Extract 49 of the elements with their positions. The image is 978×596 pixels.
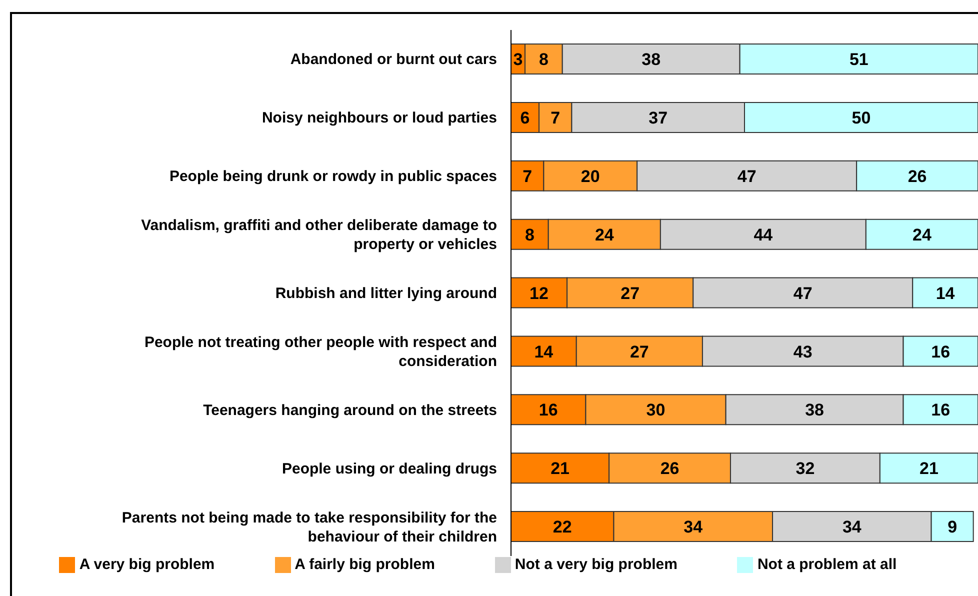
data-label: 50 [852, 108, 871, 128]
data-label: 21 [550, 459, 570, 478]
y-tick-label: People being drunk or rowdy in public spaces [169, 168, 497, 185]
data-label: 20 [580, 166, 600, 186]
data-label: 26 [660, 459, 680, 478]
legend-label: Not a problem at all [757, 556, 897, 573]
data-label: 6 [520, 108, 530, 128]
data-label: 24 [912, 225, 932, 244]
y-tick-label: Teenagers hanging around on the streets [203, 401, 497, 418]
data-label: 26 [908, 166, 927, 186]
y-tick-label: Abandoned or burnt out cars [290, 50, 497, 68]
data-label: 37 [648, 108, 668, 128]
data-label: 14 [936, 284, 956, 303]
y-tick-label: People not treating other people with respect and consideration [144, 333, 497, 370]
data-label: 9 [948, 518, 958, 537]
data-label: 38 [642, 50, 661, 70]
data-label: 7 [522, 166, 532, 186]
y-tick-label: Rubbish and litter lying around [275, 284, 497, 302]
y-tick-label: People using or dealing drugs [282, 460, 497, 477]
data-label: 34 [684, 518, 704, 537]
data-label: 12 [530, 284, 548, 303]
data-label: 16 [538, 400, 558, 420]
data-label: 24 [594, 225, 614, 244]
data-label: 47 [793, 284, 812, 303]
data-label: 22 [552, 518, 572, 537]
data-label: 7 [550, 108, 560, 128]
data-label: 51 [849, 50, 868, 70]
data-label: 21 [920, 459, 938, 478]
y-tick-label: Parents not being made to take responsibility for the behaviour of their children [122, 508, 497, 545]
y-tick-label: Noisy neighbours or loud parties [262, 109, 497, 126]
data-label: 34 [842, 518, 862, 537]
data-label: 30 [646, 400, 666, 420]
data-label: 14 [534, 342, 554, 362]
data-label: 3 [513, 50, 523, 70]
legend-label: Not a very big problem [514, 556, 678, 573]
data-label: 32 [796, 459, 815, 478]
data-label: 27 [620, 284, 640, 303]
y-tick-label: Vandalism, graffiti and other deliberate damage to property or vehicles [141, 216, 497, 253]
data-label: 16 [931, 342, 950, 362]
data-label: 27 [630, 342, 649, 362]
data-label: 47 [737, 166, 756, 186]
data-label: 38 [805, 400, 824, 420]
data-label: 8 [524, 225, 534, 244]
data-label: 8 [538, 50, 548, 70]
data-label: 16 [931, 400, 950, 420]
data-label: 43 [793, 342, 812, 362]
data-label: 44 [754, 225, 774, 244]
legend-label: A very big problem [79, 556, 215, 573]
legend-label: A fairly big problem [294, 556, 435, 573]
